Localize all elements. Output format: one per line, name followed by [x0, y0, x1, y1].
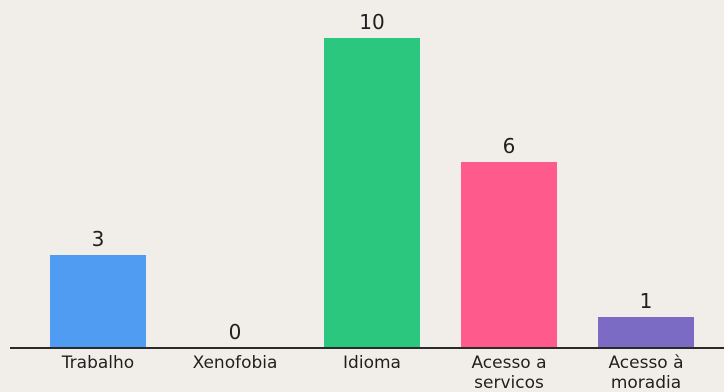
x-tick-label-idioma: Idioma — [343, 353, 401, 373]
bar-idioma — [324, 38, 420, 348]
x-tick-label-acesso-a-servicos-line-1: Acesso a — [471, 353, 546, 373]
value-labels-group: 3 0 10 6 1 — [92, 10, 653, 344]
x-tick-label-acesso-a-moradia-line-1: Acesso à — [608, 353, 683, 373]
bar-acesso-a-servicos — [461, 162, 557, 348]
value-label-acesso-a-servicos: 6 — [503, 134, 516, 158]
x-tick-label-xenofobia: Xenofobia — [193, 353, 278, 373]
bar-trabalho — [50, 255, 146, 348]
value-label-idioma: 10 — [359, 10, 384, 34]
bar-acesso-a-moradia — [598, 317, 694, 348]
value-label-xenofobia: 0 — [229, 320, 242, 344]
x-tick-label-acesso-a-moradia-line-2: moradia — [611, 373, 681, 392]
value-label-trabalho: 3 — [92, 227, 105, 251]
value-label-acesso-a-moradia: 1 — [640, 289, 653, 313]
bars-group — [50, 38, 694, 348]
x-tick-label-trabalho: Trabalho — [61, 353, 134, 373]
x-tick-label-acesso-a-servicos-line-2: servicos — [474, 373, 544, 392]
